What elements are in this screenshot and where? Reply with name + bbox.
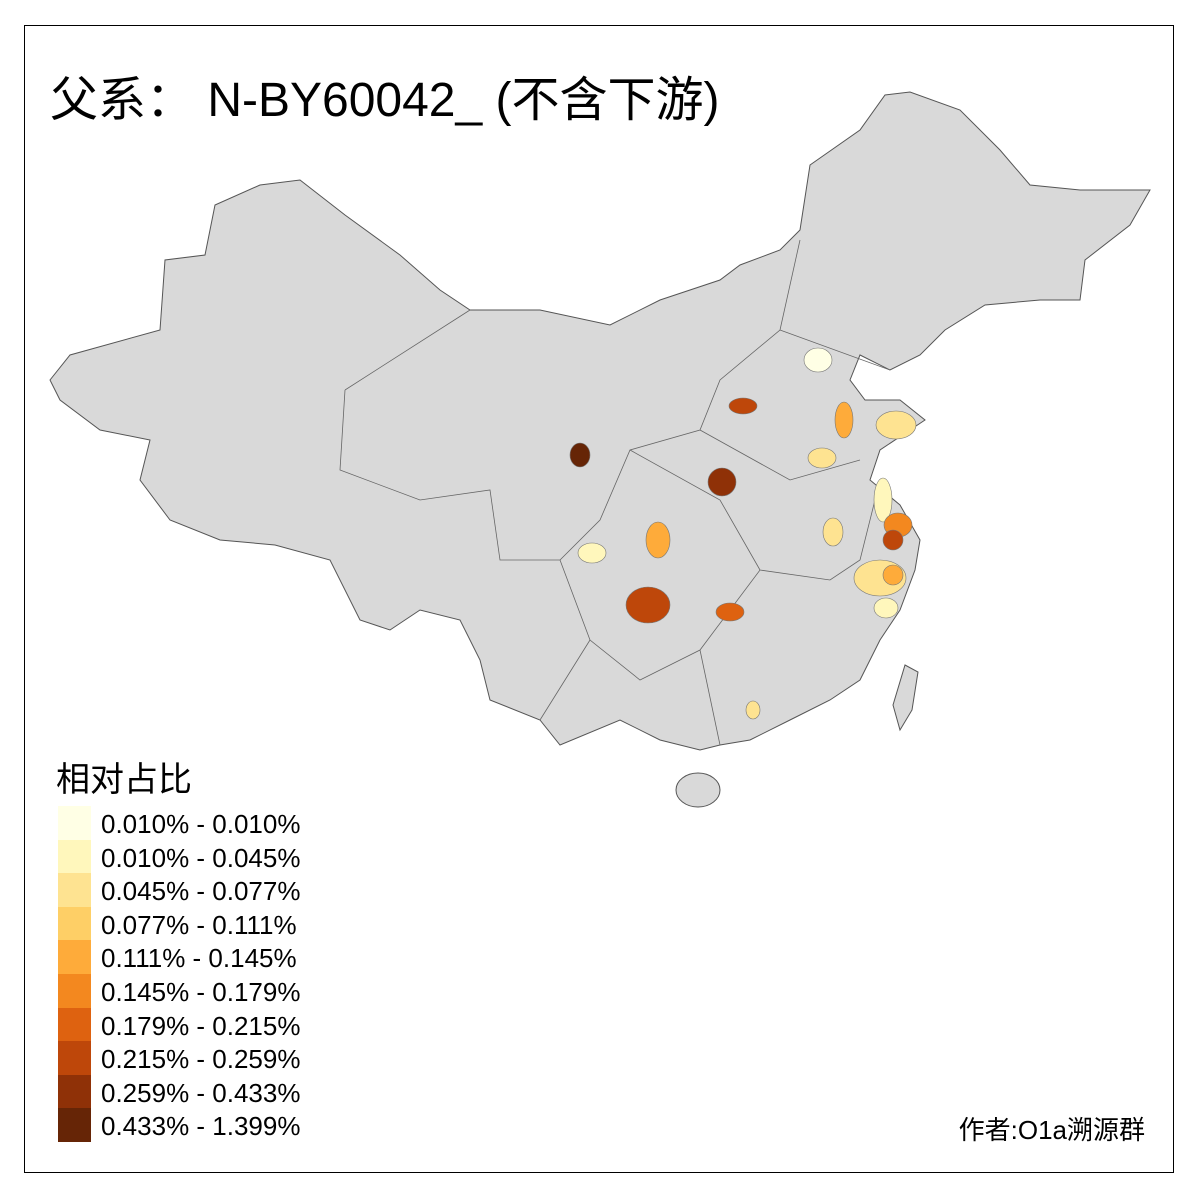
legend-label: 0.111% - 0.145%	[101, 943, 297, 974]
map-title: 父系： N-BY60042_ (不含下游)	[50, 74, 720, 127]
legend-item: 0.179% - 0.215%	[58, 1007, 358, 1042]
shaded-region	[625, 586, 671, 624]
china-mainland	[49, 91, 1151, 751]
legend-item: 0.145% - 0.179%	[58, 974, 358, 1008]
shaded-region	[873, 477, 893, 523]
legend-swatch	[58, 974, 91, 1008]
legend-label: 0.010% - 0.010%	[101, 809, 301, 839]
legend-label: 0.045% - 0.077%	[101, 876, 301, 907]
legend-item: 0.259% - 0.433%	[58, 1074, 358, 1109]
legend-label: 0.433% - 1.399%	[101, 1111, 301, 1142]
author-credit: 作者:O1a溯源群	[958, 1115, 1145, 1145]
legend-item: 0.045% - 0.077%	[58, 873, 358, 908]
legend-swatch	[58, 806, 91, 840]
shaded-region	[645, 521, 671, 559]
shaded-region	[882, 564, 904, 586]
shaded-region	[882, 529, 904, 551]
legend-label: 0.077% - 0.111%	[101, 909, 297, 940]
shaded-region	[803, 347, 833, 373]
shaded-region	[875, 410, 917, 440]
legend-swatch	[58, 1041, 91, 1076]
legend-label: 0.179% - 0.215%	[101, 1010, 301, 1041]
shaded-region	[834, 401, 854, 439]
shaded-region	[715, 602, 745, 622]
legend-item: 0.111% - 0.145%	[58, 940, 358, 975]
legend-swatch	[58, 1007, 91, 1042]
legend-swatch	[58, 873, 91, 908]
legend-label: 0.215% - 0.259%	[101, 1044, 301, 1075]
shaded-region	[728, 397, 758, 415]
taiwan-island	[892, 664, 919, 732]
shaded-region	[577, 542, 607, 564]
legend-item: 0.077% - 0.111%	[58, 906, 358, 941]
shaded-region	[569, 442, 591, 468]
legend-item: 0.010% - 0.045%	[58, 839, 358, 874]
legend-swatch	[58, 1108, 91, 1143]
shaded-region	[873, 597, 899, 619]
shaded-region	[822, 517, 844, 547]
legend-swatch	[58, 839, 91, 874]
legend-item: 0.010% - 0.010%	[58, 806, 358, 840]
legend-item: 0.433% - 1.399%	[58, 1108, 358, 1143]
shaded-region	[807, 447, 837, 469]
legend-label: 0.145% - 0.179%	[101, 977, 301, 1007]
legend-label: 0.010% - 0.045%	[101, 842, 301, 873]
legend-title: 相对占比	[56, 760, 192, 800]
legend-swatch	[58, 906, 91, 941]
map-panel-border	[24, 25, 1174, 1173]
legend-swatch	[58, 940, 91, 975]
legend-item: 0.215% - 0.259%	[58, 1041, 358, 1076]
shaded-region	[707, 467, 737, 497]
legend-label: 0.259% - 0.433%	[101, 1077, 301, 1108]
shaded-region	[745, 700, 761, 720]
legend-swatch	[58, 1074, 91, 1109]
hainan-island	[675, 772, 721, 808]
